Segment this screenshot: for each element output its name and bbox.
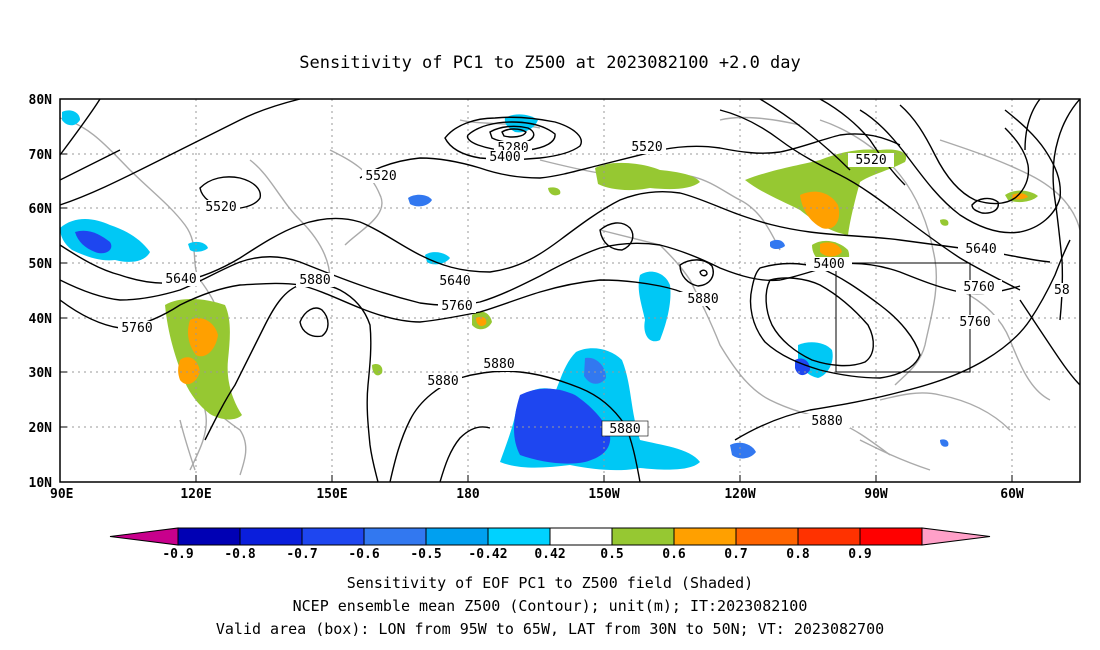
colorbar-label: 0.9: [848, 547, 871, 562]
contour-label: 5640: [165, 272, 196, 287]
contour-label: 5880: [811, 414, 842, 429]
contour-label: 5520: [631, 140, 662, 155]
caption-line-1: Sensitivity of EOF PC1 to Z500 field (Sh…: [347, 574, 753, 592]
contour-label: 5640: [965, 242, 996, 257]
map-frame: [59, 98, 1081, 483]
contour-label: 5640: [439, 274, 470, 289]
colorbar-swatch: [425, 527, 489, 546]
lon-label: 150W: [588, 487, 619, 502]
colorbar-label: -0.5: [410, 547, 441, 562]
lat-label: 10N: [29, 476, 53, 491]
colorbar-label: 0.42: [534, 547, 565, 562]
caption-line-3: Valid area (box): LON from 95W to 65W, L…: [216, 620, 884, 638]
colorbar-swatch: [611, 527, 675, 546]
colorbar-swatch: [363, 527, 427, 546]
lat-label: 70N: [29, 148, 53, 163]
contour-label: 5760: [963, 280, 994, 295]
colorbar-swatch: [859, 527, 923, 546]
lon-label: 60W: [1000, 487, 1024, 502]
lat-label: 20N: [29, 421, 53, 436]
colorbar-label: 0.7: [724, 547, 747, 562]
colorbar-swatch: [549, 527, 613, 546]
lon-label: 90W: [864, 487, 888, 502]
lon-label: 180: [456, 487, 480, 502]
colorbar-label: -0.7: [286, 547, 317, 562]
lon-label: 120W: [724, 487, 755, 502]
lat-label: 40N: [29, 312, 53, 327]
colorbar: -0.9 -0.8 -0.7 -0.6 -0.5 -0.42 0.42 0.5 0.6 0.7 0.…: [109, 527, 991, 562]
colorbar-label: 0.6: [662, 547, 686, 562]
longitude-labels: 90E 120E 150E 180 150W 120W 90W 60W: [50, 487, 1024, 502]
map-content: 5280 5400 5520 5520 5520 5640 5640 5760 …: [60, 99, 1080, 482]
lon-label: 90E: [50, 487, 73, 502]
contour-label: 5760: [441, 299, 472, 314]
colorbar-swatch: [735, 527, 799, 546]
contour-label: 5880: [609, 422, 640, 437]
contour-labels: 5280 5400 5520 5520 5520 5640 5640 5760 …: [118, 140, 1080, 437]
colorbar-swatch: [301, 527, 365, 546]
lat-label: 50N: [29, 257, 53, 272]
contour-label: 5880: [687, 292, 718, 307]
contour-label: 5520: [365, 169, 396, 184]
colorbar-swatch: [487, 527, 551, 546]
contour-label: 5760: [959, 315, 990, 330]
contour-label: 5520: [855, 153, 886, 168]
lat-label: 30N: [29, 366, 53, 381]
lat-label: 80N: [29, 93, 53, 108]
colorbar-label: 0.5: [600, 547, 623, 562]
lon-label: 150E: [316, 487, 347, 502]
contour-label: 5400: [813, 257, 844, 272]
positive-sensitivity-shading: [165, 149, 1038, 420]
colorbar-label: -0.42: [468, 547, 507, 562]
lon-label: 120E: [180, 487, 211, 502]
negative-sensitivity-shading: [60, 110, 949, 471]
figure-title: Sensitivity of PC1 to Z500 at 2023082100…: [299, 53, 801, 73]
contour-label: 58: [1054, 283, 1070, 298]
colorbar-label: -0.9: [162, 547, 193, 562]
latitude-labels: 80N 70N 60N 50N 40N 30N 20N 10N: [29, 93, 53, 491]
colorbar-label: -0.6: [348, 547, 379, 562]
colorbar-label: -0.8: [224, 547, 255, 562]
caption-line-2: NCEP ensemble mean Z500 (Contour); unit(…: [293, 597, 808, 615]
lat-label: 60N: [29, 202, 53, 217]
colorbar-swatch: [239, 527, 303, 546]
contour-label: 5520: [205, 200, 236, 215]
colorbar-swatch: [673, 527, 737, 546]
caption: Sensitivity of EOF PC1 to Z500 field (Sh…: [216, 574, 884, 638]
colorbar-right-arrow: [921, 527, 991, 546]
contour-label: 5880: [299, 273, 330, 288]
contour-label: 5880: [483, 357, 514, 372]
contour-label: 5880: [427, 374, 458, 389]
colorbar-left-arrow: [109, 527, 179, 546]
colorbar-swatch: [797, 527, 861, 546]
colorbar-label: 0.8: [786, 547, 810, 562]
contour-label: 5400: [489, 150, 520, 165]
axis-ticks: [60, 98, 1013, 482]
colorbar-swatch: [177, 527, 241, 546]
contour-label: 5760: [121, 321, 152, 336]
